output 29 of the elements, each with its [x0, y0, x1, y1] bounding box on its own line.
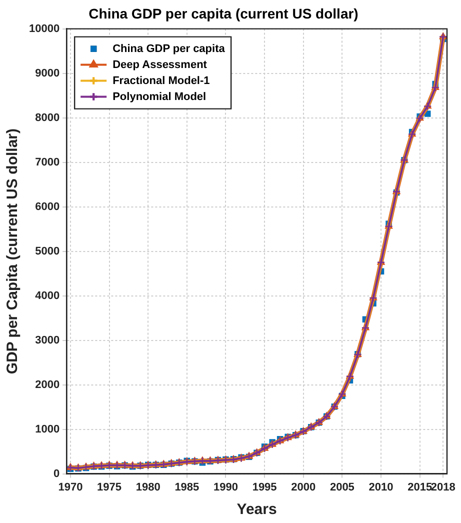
legend-label: Polynomial Model — [112, 90, 206, 103]
x-tick-label: 1980 — [136, 481, 160, 494]
x-tick-label: 2010 — [368, 481, 394, 494]
legend-label: China GDP per capita — [112, 42, 226, 55]
x-axis-title: Years — [236, 501, 277, 518]
y-tick-label: 1000 — [35, 423, 60, 436]
x-tick-label: 1975 — [97, 481, 122, 494]
x-tick-label: 1985 — [174, 481, 200, 494]
y-tick-label: 8000 — [35, 112, 60, 124]
x-tick-label: 2018 — [430, 481, 456, 494]
y-tick-label: 2000 — [35, 378, 60, 391]
y-tick-label: 0 — [53, 468, 60, 480]
y-tick-label: 7000 — [35, 156, 60, 168]
x-tick-label: 1990 — [214, 481, 238, 494]
legend-label: Fractional Model-1 — [112, 74, 210, 87]
y-tick-label: 5000 — [35, 245, 60, 258]
x-tick-label: 1995 — [252, 481, 277, 494]
y-tick-label: 4000 — [35, 290, 60, 302]
y-tick-label: 3000 — [35, 334, 60, 346]
x-tick-label: 2005 — [330, 481, 354, 494]
x-tick-label: 1970 — [58, 481, 83, 494]
y-tick-label: 9000 — [35, 67, 60, 80]
legend-label: Deep Assessment — [112, 58, 208, 71]
y-tick-label: 6000 — [35, 200, 60, 213]
x-tick-label: 2015 — [408, 481, 432, 494]
x-tick-label: 2000 — [291, 481, 316, 494]
y-axis-title: GDP per Capita (current US dollar) — [4, 128, 22, 374]
chart-title: China GDP per capita (current US dollar) — [88, 5, 358, 22]
y-tick-label: 10000 — [28, 22, 60, 35]
